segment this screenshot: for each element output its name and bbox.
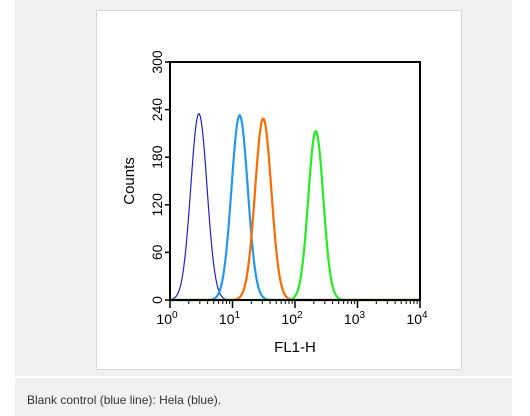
y-tick-label: 60 [149,244,165,260]
histogram-series-4 [169,129,421,302]
figure-caption: Blank control (blue line): Hela (blue). [27,393,222,407]
histogram-series-2 [169,114,421,302]
x-tick-label: 100 [156,310,178,327]
x-tick-label: 103 [344,310,366,327]
histogram-series-1 [169,113,420,301]
plot-area-border [169,61,421,301]
y-tick-label: 0 [149,296,165,304]
y-tick-label: 300 [149,50,165,74]
y-tick-label: 180 [149,145,165,169]
figure-panel: 0 60 120 180 240 300 100 101 102 103 104 Counts F… [15,0,512,376]
histogram-chart: 0 60 120 180 240 300 100 101 102 103 104 Counts F… [121,50,428,356]
x-tick-label: 101 [219,310,241,327]
y-axis-label: Counts [121,157,138,205]
x-axis-label: FL1-H [274,339,316,356]
caption-bar: Blank control (blue line): Hela (blue). [15,378,512,416]
y-tick-label: 120 [149,193,165,217]
y-tick-label: 240 [149,98,165,122]
x-tick-label: 104 [406,310,428,327]
plot-frame: 0 60 120 180 240 300 100 101 102 103 104 Counts F… [96,10,462,370]
histogram-series-3 [169,117,421,302]
x-tick-label: 102 [281,310,303,327]
